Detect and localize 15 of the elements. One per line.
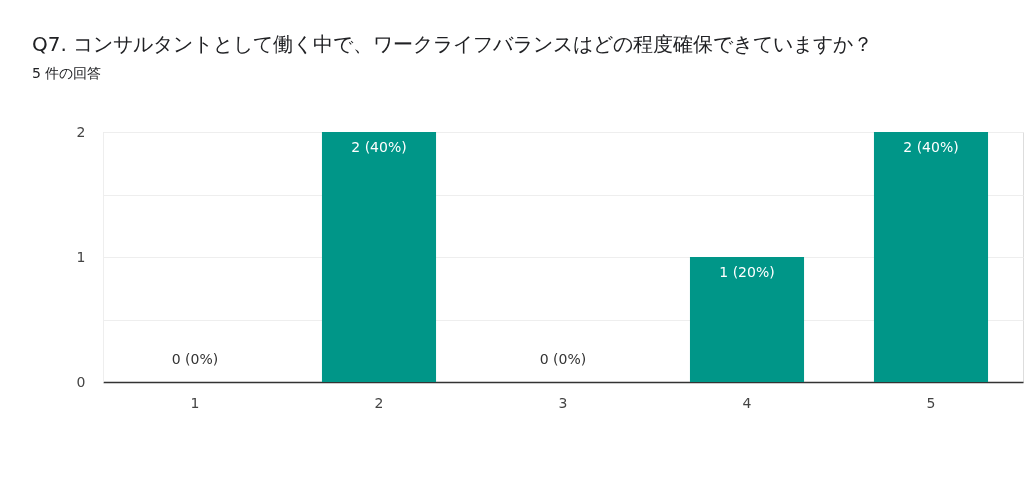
x-tick-label: 1 <box>190 394 200 411</box>
chart-title: Q7. コンサルタントとして働く中で、ワークライフバランスはどの程度確保できていますか？ <box>32 32 874 56</box>
y-tick-label: 1 <box>76 248 86 265</box>
y-tick-label: 2 <box>76 123 86 140</box>
data-label: 2 (40%) <box>351 139 407 155</box>
x-tick-label: 5 <box>926 394 936 411</box>
data-label: 2 (40%) <box>903 139 959 155</box>
data-label: 0 (0%) <box>171 351 219 367</box>
x-tick-label: 3 <box>558 394 568 411</box>
x-tick-label: 2 <box>374 394 384 411</box>
data-label: 1 (20%) <box>719 264 775 280</box>
x-tick-label: 4 <box>742 394 752 411</box>
y-tick-label: 0 <box>76 373 86 390</box>
data-label: 0 (0%) <box>539 351 587 367</box>
chart-subtitle: 5 件の回答 <box>32 65 102 81</box>
